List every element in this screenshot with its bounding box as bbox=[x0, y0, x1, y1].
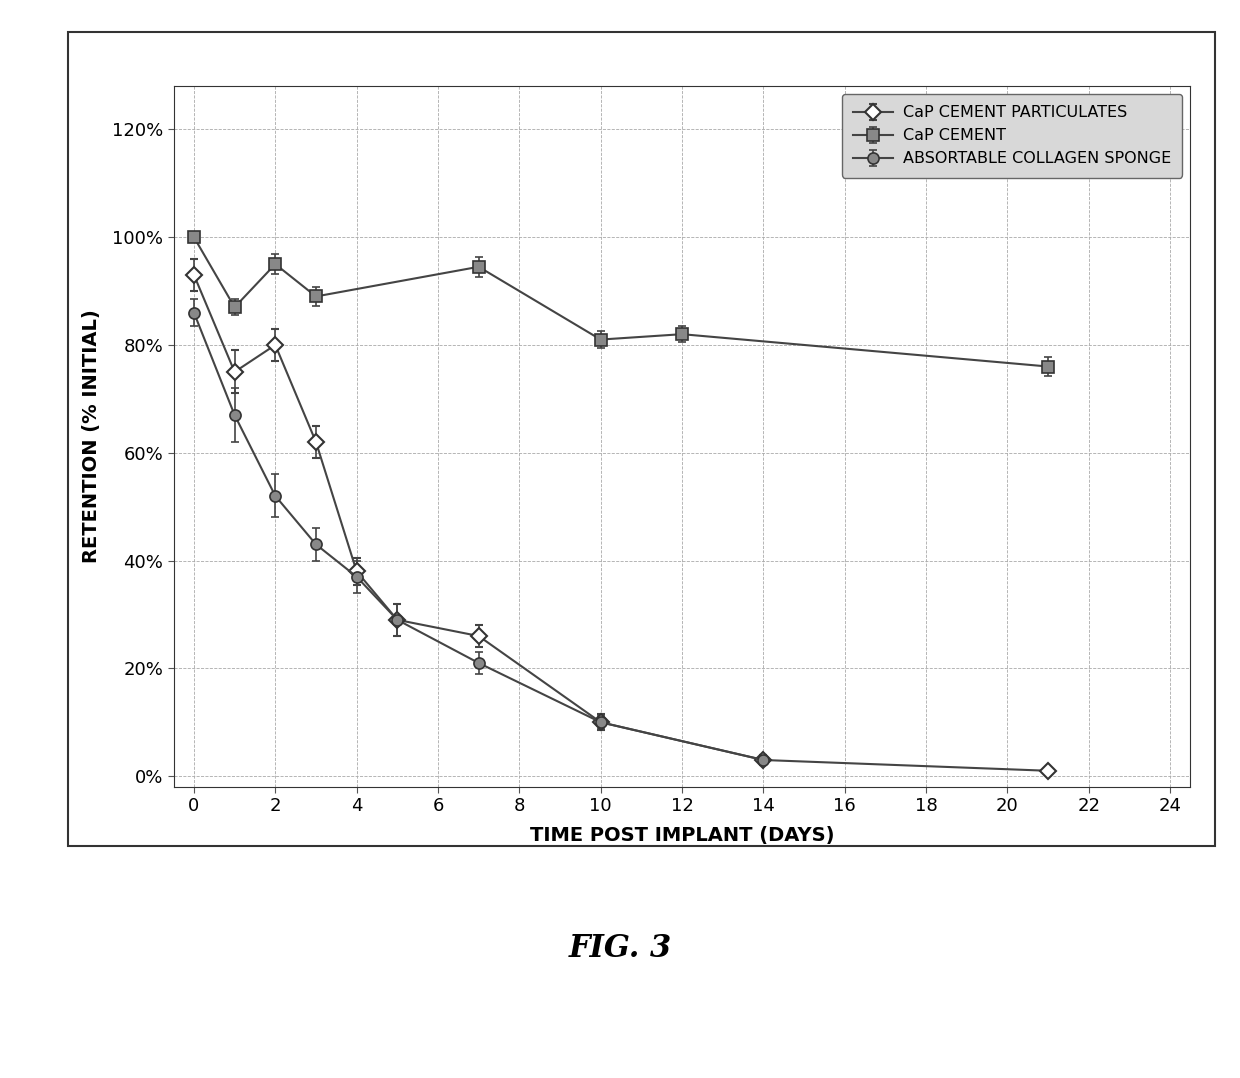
Text: FIG. 3: FIG. 3 bbox=[568, 934, 672, 964]
Y-axis label: RETENTION (% INITIAL): RETENTION (% INITIAL) bbox=[82, 309, 100, 564]
X-axis label: TIME POST IMPLANT (DAYS): TIME POST IMPLANT (DAYS) bbox=[529, 827, 835, 845]
Legend: CaP CEMENT PARTICULATES, CaP CEMENT, ABSORTABLE COLLAGEN SPONGE: CaP CEMENT PARTICULATES, CaP CEMENT, ABS… bbox=[842, 94, 1183, 178]
